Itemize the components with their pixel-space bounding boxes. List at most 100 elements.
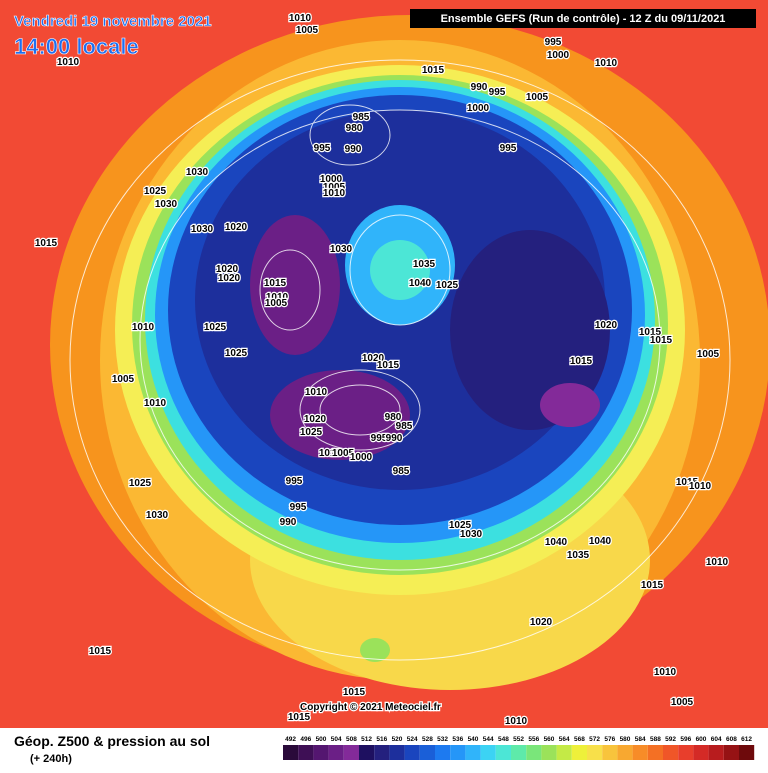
isobar-label: 1030	[146, 510, 169, 521]
isobar-label: 1010	[595, 58, 618, 69]
colorbar-cell	[495, 745, 511, 760]
colorbar-label: 544	[483, 736, 494, 743]
run-box	[410, 9, 756, 28]
colorbar-label: 504	[331, 736, 342, 743]
isobar-label: 1005	[697, 349, 720, 360]
isobar-label: 1005	[112, 374, 135, 385]
isobar-label: 990	[386, 433, 403, 444]
colorbar-label: 564	[559, 736, 570, 743]
colorbar-label: 508	[346, 736, 357, 743]
isobar-label: 1015	[650, 335, 673, 346]
isobar-label: 1015	[377, 360, 400, 371]
isobar-label: 1030	[155, 199, 178, 210]
isobar-label: 1030	[460, 529, 483, 540]
isobar-label: 1025	[204, 322, 227, 333]
isobar-label: 1025	[300, 427, 323, 438]
colorbar-label: 596	[680, 736, 691, 743]
isobar-label: 1040	[545, 537, 568, 548]
isobar-label: 1030	[330, 244, 353, 255]
colorbar-label: 568	[574, 736, 585, 743]
colorbar-cell	[541, 745, 557, 760]
isobar-label: 1015	[343, 687, 366, 698]
colorbar-label: 516	[376, 736, 387, 743]
isobar-label: 1015	[264, 278, 287, 289]
colorbar-label: 532	[437, 736, 448, 743]
colorbar-label: 500	[316, 736, 327, 743]
colorbar-label: 560	[544, 736, 555, 743]
colorbar-label: 580	[620, 736, 631, 743]
colorbar-label: 576	[604, 736, 615, 743]
colorbar-cell	[556, 745, 572, 760]
copyright: Copyright © 2021 Meteociel.fr	[300, 702, 441, 713]
isobar-label: 1040	[589, 536, 612, 547]
geopotential-field	[50, 15, 768, 690]
isobar-label: 1005	[323, 182, 346, 193]
colorbar-cell	[647, 745, 663, 760]
colorbar-cell	[328, 745, 344, 760]
isobar-label: 1010	[57, 57, 80, 68]
colorbar-label: 584	[635, 736, 646, 743]
date: Vendredi 19 novembre 2021	[14, 13, 212, 30]
isobar-label: 1020	[216, 264, 239, 275]
isobar-label: 1020	[530, 617, 553, 628]
colorbar-cell	[298, 745, 314, 760]
colorbar-cell	[587, 745, 603, 760]
isobar-label: 1010	[132, 322, 155, 333]
colorbar-label: 604	[711, 736, 722, 743]
colorbar-cell	[571, 745, 587, 760]
isobar-label: 1000	[350, 452, 373, 463]
isobars	[69, 59, 731, 661]
colorbar-cell	[283, 745, 299, 760]
colorbar-label: 524	[407, 736, 418, 743]
isobar-label: 1000	[467, 103, 490, 114]
isobar-label: 990	[280, 517, 297, 528]
isobar-label: 995	[290, 502, 307, 513]
isobar-label: 1035	[413, 259, 436, 270]
colorbar-cell	[663, 745, 679, 760]
isobar-label: 1010	[654, 667, 677, 678]
colorbar-cell	[313, 745, 329, 760]
isobar-label: 985	[353, 112, 370, 123]
colorbar-cell	[374, 745, 390, 760]
isobar-label: 1025	[129, 478, 152, 489]
colorbar-cell	[617, 745, 633, 760]
footer-title: Géop. Z500 & pression au sol	[14, 733, 210, 749]
isobar-label: 1025	[449, 520, 472, 531]
local-time: 14:00 locale	[14, 34, 139, 59]
isobar-label: 1010	[706, 557, 729, 568]
colorbar-cell	[450, 745, 466, 760]
isobar-label: 1010	[319, 448, 342, 459]
isobar-label: 995	[314, 143, 331, 154]
isobar-label: 1010	[305, 387, 328, 398]
isobar-label: 1015	[35, 238, 58, 249]
isobar-label: 1030	[191, 224, 214, 235]
isobar-label: 1010	[505, 716, 528, 727]
colorbar-cell	[359, 745, 375, 760]
colorbar-label: 556	[528, 736, 539, 743]
isobar-label: 1015	[89, 646, 112, 657]
isobar-label: 1010	[689, 481, 712, 492]
colorbar-cell	[708, 745, 724, 760]
colorbar-cell	[419, 745, 435, 760]
colorbar-label: 528	[422, 736, 433, 743]
colorbar-label: 572	[589, 736, 600, 743]
colorbar-label: 492	[285, 736, 296, 743]
colorbar-cell	[480, 745, 496, 760]
colorbar-cell	[343, 745, 359, 760]
isobar-label: 985	[393, 466, 410, 477]
isobar-label: 990	[471, 82, 488, 93]
isobar-label: 1005	[332, 448, 355, 459]
isobar-label: 1010	[144, 398, 167, 409]
isobar-label: 1000	[320, 174, 343, 185]
colorbar-label: 536	[452, 736, 463, 743]
colorbar-cell	[465, 745, 481, 760]
isobar-label: 1005	[671, 697, 694, 708]
isobar-label: 1015	[570, 356, 593, 367]
isobar-label: 995	[489, 87, 506, 98]
isobar-label: 1025	[144, 186, 167, 197]
isobar-label: 1020	[304, 414, 327, 425]
isobar-label: 1010	[323, 188, 346, 199]
isobar-label: 1005	[526, 92, 549, 103]
colorbar-cell	[435, 745, 451, 760]
colorbar-cell	[632, 745, 648, 760]
